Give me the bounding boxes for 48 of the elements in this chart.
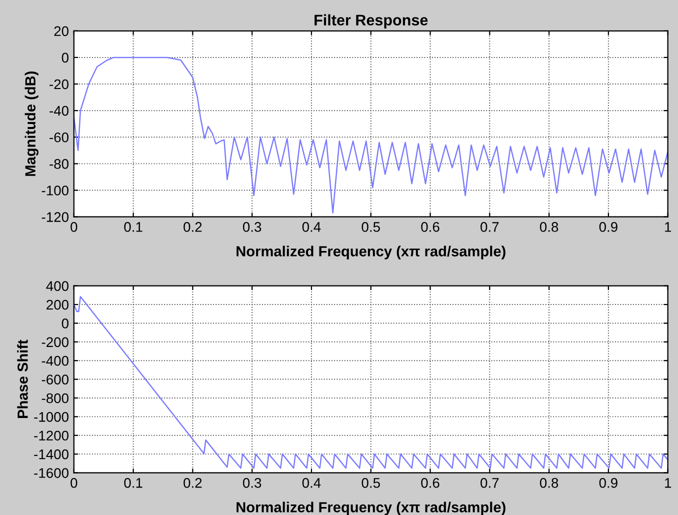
x-tick-label: 0 (70, 222, 78, 232)
x-tick-label: 0.6 (421, 222, 440, 232)
y-tick-label: -100 (42, 186, 68, 196)
y-tick-label: 200 (46, 300, 68, 310)
y-tick-label: -1000 (34, 412, 68, 422)
y-tick-label: -600 (42, 374, 68, 384)
y-tick-label: -1200 (34, 430, 68, 441)
y-tick-label: -20 (50, 79, 68, 90)
x-tick-label: 0.1 (124, 222, 142, 232)
x-tick-label: 0.4 (302, 478, 321, 488)
y-tick-label: 0 (62, 318, 68, 328)
y-tick-label: -80 (50, 159, 68, 169)
x-tick-label: 0.6 (421, 478, 440, 488)
x-tick-label: 1 (665, 478, 672, 488)
x-tick-label: 0.2 (184, 478, 202, 488)
y-axis-title: Magnitude (dB) (24, 72, 38, 176)
x-axis-title: Normalized Frequency (xπ rad/sample) (236, 246, 506, 260)
y-axis-title: Phase Shift (17, 340, 28, 418)
y-tick-label: -200 (42, 337, 68, 348)
x-tick-label: 0.3 (242, 222, 262, 232)
y-tick-label: -120 (42, 212, 68, 222)
y-tick-label: 0 (62, 52, 68, 63)
x-axis-title: Normalized Frequency (xπ rad/sample) (236, 502, 506, 515)
y-tick-label: 400 (46, 281, 68, 291)
y-tick-label: -40 (50, 106, 68, 116)
x-tick-label: 0.5 (362, 222, 380, 232)
x-tick-label: 1 (665, 222, 672, 232)
y-tick-label: -60 (50, 132, 68, 142)
x-tick-label: 0.2 (184, 222, 202, 232)
x-tick-label: 0.7 (480, 222, 499, 232)
chart-title: Filter Response (314, 14, 428, 29)
line-series (74, 56, 668, 214)
x-tick-label: 0.9 (599, 222, 618, 232)
x-tick-label: 0.5 (362, 478, 380, 488)
line-series (74, 296, 668, 469)
y-tick-label: -800 (42, 393, 68, 404)
x-tick-label: 0.4 (302, 222, 321, 232)
y-tick-label: -400 (42, 356, 68, 366)
x-tick-label: 0.8 (540, 222, 558, 232)
y-tick-label: 20 (54, 26, 68, 36)
y-tick-label: -1400 (34, 449, 68, 460)
y-tick-label: -1600 (34, 468, 68, 478)
x-tick-label: 0.8 (540, 478, 558, 488)
x-tick-label: 0.7 (480, 478, 499, 488)
x-tick-label: 0.3 (242, 478, 262, 488)
x-tick-label: 0 (70, 478, 78, 488)
x-tick-label: 0.9 (599, 478, 618, 488)
x-tick-label: 0.1 (124, 478, 142, 488)
